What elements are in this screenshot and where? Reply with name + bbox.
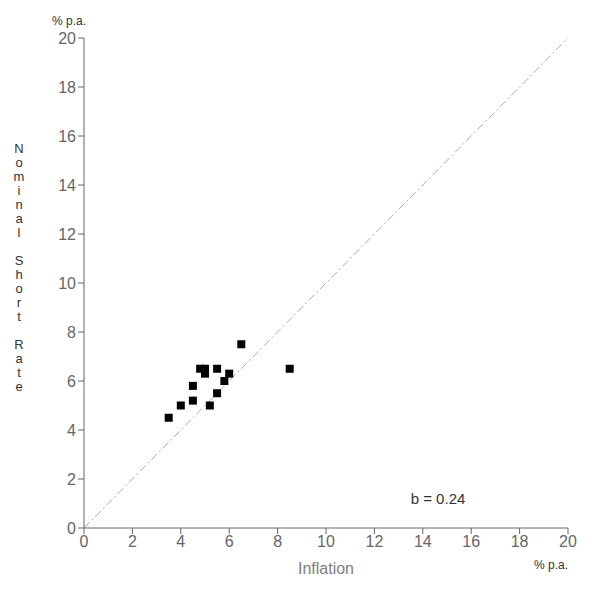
svg-text:0: 0 xyxy=(67,520,76,537)
svg-text:2: 2 xyxy=(67,471,76,488)
html-text:n: n xyxy=(15,197,23,212)
html-text:l: l xyxy=(17,225,21,240)
html-text:% p.a.: % p.a. xyxy=(534,558,568,572)
html-text:o: o xyxy=(15,281,23,296)
html-text:r: r xyxy=(16,295,22,310)
html-text:N: N xyxy=(14,141,24,156)
svg-text:Inflation: Inflation xyxy=(298,560,354,577)
html-text:h: h xyxy=(15,267,23,282)
html-text:a: a xyxy=(15,351,23,366)
svg-text:6: 6 xyxy=(67,373,76,390)
html-text:% p.a.: % p.a. xyxy=(52,14,86,28)
svg-text:10: 10 xyxy=(58,275,76,292)
svg-text:18: 18 xyxy=(511,533,529,550)
svg-text:4: 4 xyxy=(67,422,76,439)
html-text:t: t xyxy=(17,309,21,324)
html-text:e: e xyxy=(15,379,23,394)
svg-text:16: 16 xyxy=(462,533,480,550)
svg-text:6: 6 xyxy=(225,533,234,550)
html-text:i: i xyxy=(17,183,21,198)
svg-text:12: 12 xyxy=(366,533,384,550)
svg-text:2: 2 xyxy=(128,533,137,550)
html-text:a: a xyxy=(15,211,23,226)
svg-text:18: 18 xyxy=(58,79,76,96)
html-text:R: R xyxy=(14,337,24,352)
svg-text:20: 20 xyxy=(58,30,76,47)
svg-text:0: 0 xyxy=(80,533,89,550)
svg-text:14: 14 xyxy=(414,533,432,550)
svg-text:4: 4 xyxy=(176,533,185,550)
html-text:S: S xyxy=(14,253,24,268)
svg-text:8: 8 xyxy=(273,533,282,550)
html-text:t: t xyxy=(17,365,21,380)
svg-text:16: 16 xyxy=(58,128,76,145)
svg-text:14: 14 xyxy=(58,177,76,194)
svg-text:8: 8 xyxy=(67,324,76,341)
svg-text:b = 0.24: b = 0.24 xyxy=(411,490,466,507)
html-text:m: m xyxy=(13,169,25,184)
svg-text:10: 10 xyxy=(317,533,335,550)
html-text:o: o xyxy=(15,155,23,170)
svg-text:20: 20 xyxy=(559,533,577,550)
svg-text:12: 12 xyxy=(58,226,76,243)
